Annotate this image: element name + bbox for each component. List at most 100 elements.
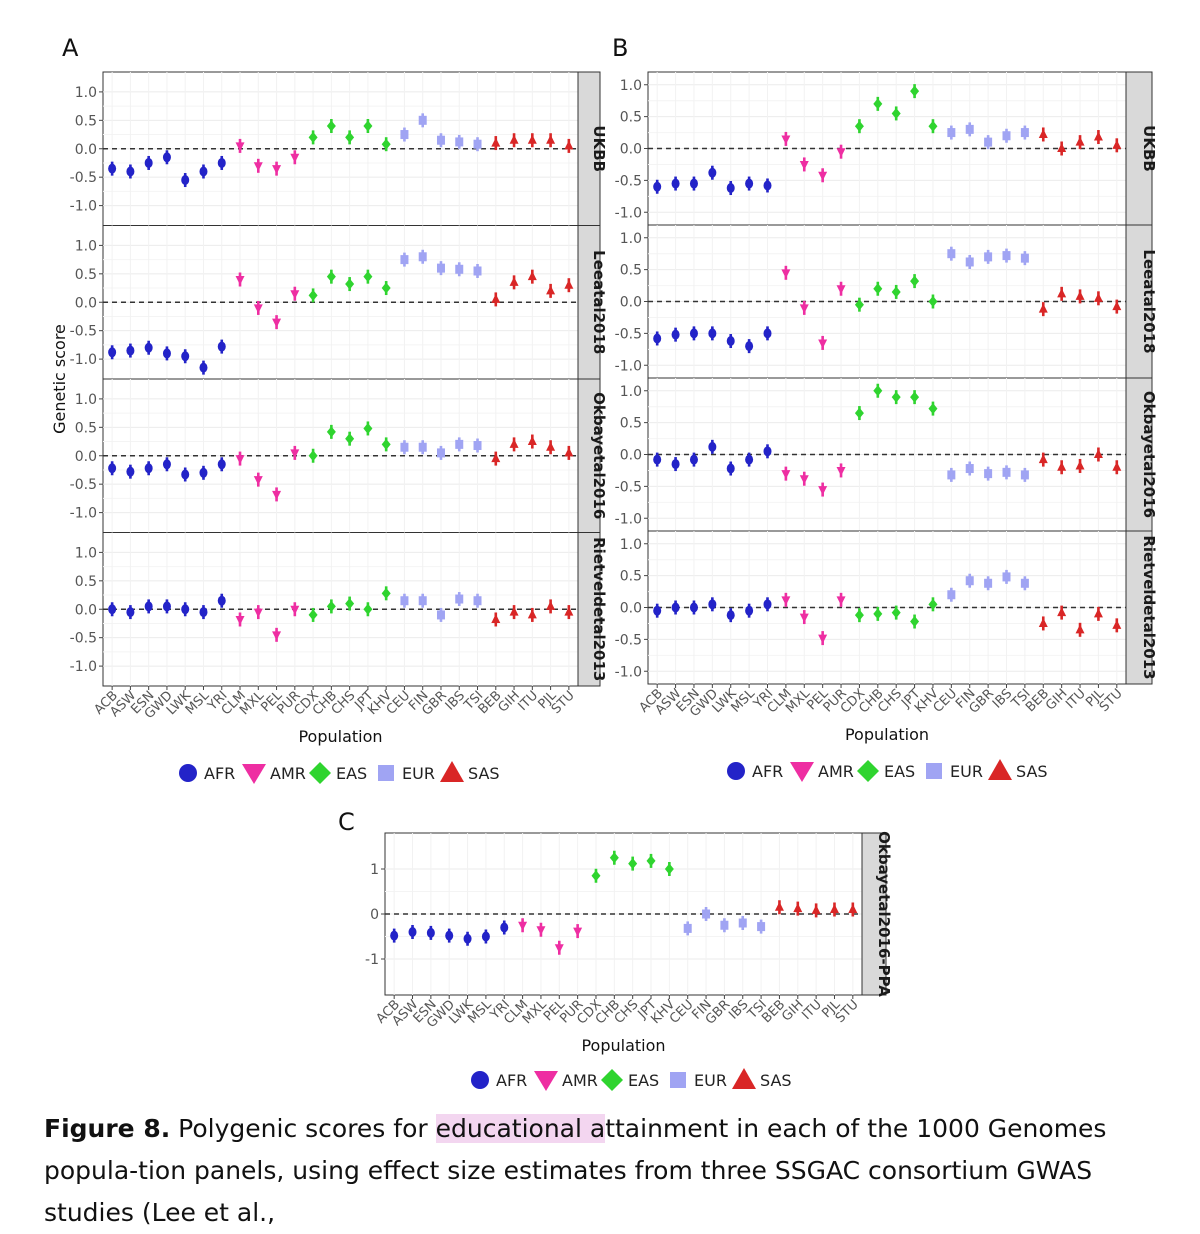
point-square xyxy=(400,596,409,606)
legend-key-triangle-down xyxy=(242,764,266,784)
caption-text-before: Polygenic scores for xyxy=(170,1114,436,1143)
legend-label: EUR xyxy=(950,762,983,781)
y-tick-label: 0.5 xyxy=(620,569,642,585)
point-diamond xyxy=(664,863,674,875)
point-circle xyxy=(708,328,717,339)
point-triangle-up xyxy=(1093,449,1103,458)
legend-key-triangle-up xyxy=(440,761,464,782)
point-square xyxy=(947,128,956,138)
point-square xyxy=(455,264,464,274)
facet-strip xyxy=(1125,224,1153,379)
point-triangle-down xyxy=(781,596,791,606)
point-square xyxy=(965,257,974,267)
point-triangle-down xyxy=(836,596,846,606)
point-circle xyxy=(426,927,435,938)
point-square xyxy=(947,470,956,480)
panel-C: C10-1 Okbayetal2016-PPAACBASWESNGWDLWKMSL… xyxy=(338,808,893,1091)
point-circle xyxy=(217,157,226,168)
y-tick-label: 0.0 xyxy=(620,142,642,158)
point-circle xyxy=(390,930,399,941)
facet-strip-label: Leeatal2018 xyxy=(1140,249,1158,353)
point-triangle-down xyxy=(799,475,809,485)
point-triangle-up xyxy=(1093,292,1103,302)
y-tick-label: 0.0 xyxy=(620,448,642,464)
facet-strip xyxy=(861,832,887,996)
facet-strip xyxy=(1125,71,1153,226)
point-triangle-up xyxy=(848,904,858,913)
legend-label: EAS xyxy=(884,762,915,781)
point-square xyxy=(965,124,974,134)
point-square xyxy=(400,255,409,265)
point-circle xyxy=(162,601,171,612)
panel-label: C xyxy=(338,808,355,836)
point-diamond xyxy=(910,391,920,403)
point-diamond xyxy=(345,598,355,610)
facet-strip-label: UKBB xyxy=(590,125,608,172)
point-triangle-down xyxy=(573,927,583,937)
point-triangle-down xyxy=(518,921,528,931)
caption-label: Figure 8. xyxy=(44,1114,171,1143)
point-circle xyxy=(653,605,662,616)
point-diamond xyxy=(345,278,355,290)
point-triangle-down xyxy=(290,449,300,459)
point-square xyxy=(1002,131,1011,141)
point-triangle-down xyxy=(290,290,300,300)
point-triangle-down xyxy=(235,615,245,625)
point-circle xyxy=(708,167,717,178)
point-circle xyxy=(763,599,772,610)
point-square xyxy=(984,578,993,588)
y-tick-label: 1.0 xyxy=(620,231,642,247)
facet-Leeatal2018: 1.0 0.5 0.0 -0.5 -1.0 Leeatal2018 xyxy=(70,225,608,380)
point-circle xyxy=(199,607,208,618)
point-diamond xyxy=(326,426,336,438)
point-triangle-up xyxy=(1038,617,1048,627)
point-diamond xyxy=(873,283,883,295)
point-triangle-up xyxy=(546,285,556,295)
point-triangle-up xyxy=(509,606,519,616)
point-triangle-up xyxy=(1112,619,1122,629)
legend: AFR AMR EAS EUR SAS xyxy=(179,761,500,784)
point-diamond xyxy=(928,120,938,132)
point-square xyxy=(984,252,993,262)
point-square xyxy=(1020,253,1029,263)
facet-strip xyxy=(577,532,601,687)
point-triangle-up xyxy=(491,137,501,147)
y-tick-label: 1.0 xyxy=(75,85,97,101)
point-circle xyxy=(689,454,698,465)
point-square xyxy=(418,115,427,125)
point-triangle-up xyxy=(1057,607,1067,617)
point-triangle-up xyxy=(546,441,556,451)
point-diamond xyxy=(854,120,864,132)
legend-label: EUR xyxy=(694,1071,727,1090)
point-triangle-up xyxy=(1075,460,1085,470)
facet-strip-label: Okbayetal2016 xyxy=(1140,391,1158,518)
point-square xyxy=(436,135,445,145)
point-circle xyxy=(199,467,208,478)
facet-UKBB: 1.0 0.5 0.0 -0.5 -1.0 UKBB xyxy=(615,71,1158,226)
point-diamond xyxy=(891,607,901,619)
point-circle xyxy=(144,157,153,168)
y-tick-label: 0.5 xyxy=(75,420,97,436)
point-circle xyxy=(689,178,698,189)
point-circle xyxy=(162,152,171,163)
point-diamond xyxy=(326,271,336,283)
point-diamond xyxy=(363,271,373,283)
legend-key-triangle-up xyxy=(732,1068,756,1089)
point-square xyxy=(418,442,427,452)
point-square xyxy=(418,596,427,606)
point-triangle-up xyxy=(1057,461,1067,471)
y-tick-label: 0.0 xyxy=(75,295,97,311)
point-circle xyxy=(671,178,680,189)
point-triangle-up xyxy=(527,134,537,144)
point-circle xyxy=(445,930,454,941)
legend-key-diamond xyxy=(309,762,331,784)
point-triangle-up xyxy=(564,140,574,150)
facet-UKBB: 1.0 0.5 0.0 -0.5 -1.0 UKBB xyxy=(70,71,608,226)
point-triangle-down xyxy=(253,476,263,486)
legend-label: AMR xyxy=(562,1071,598,1090)
point-triangle-up xyxy=(546,600,556,610)
point-circle xyxy=(671,602,680,613)
facet-strip-label: Rietveldetal2013 xyxy=(1140,535,1158,679)
legend: AFR AMR EAS EUR SAS xyxy=(471,1068,792,1091)
point-diamond xyxy=(854,609,864,621)
